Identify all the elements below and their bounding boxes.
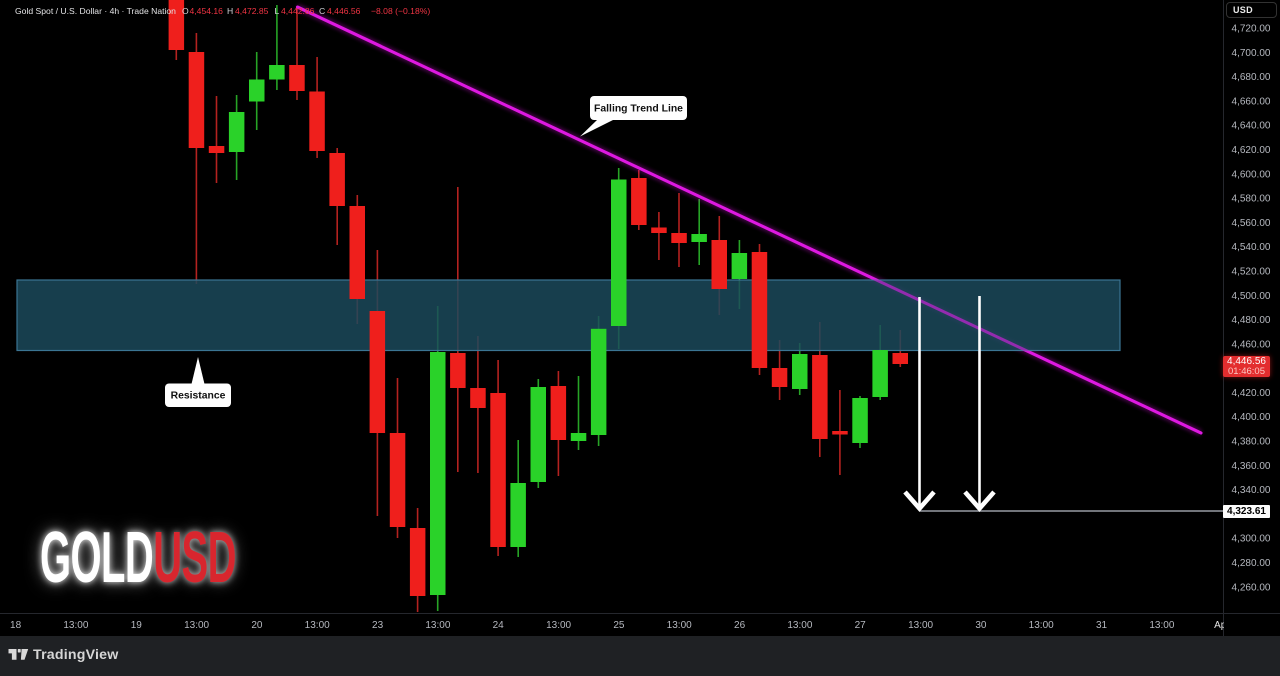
- svg-text:31: 31: [1096, 620, 1108, 631]
- svg-text:4,442.86: 4,442.86: [281, 6, 315, 16]
- svg-text:4,380.00: 4,380.00: [1232, 437, 1271, 448]
- svg-text:4,454.16: 4,454.16: [190, 6, 224, 16]
- svg-text:4,640.00: 4,640.00: [1232, 121, 1271, 132]
- svg-text:4,400.00: 4,400.00: [1232, 412, 1271, 423]
- svg-text:18: 18: [10, 620, 22, 631]
- svg-text:4,580.00: 4,580.00: [1232, 194, 1271, 205]
- svg-text:O: O: [182, 6, 189, 16]
- svg-text:4,620.00: 4,620.00: [1232, 145, 1271, 156]
- svg-text:4,446.56: 4,446.56: [327, 6, 361, 16]
- svg-text:L: L: [275, 6, 280, 16]
- svg-text:Gold Spot / U.S. Dollar · 4h ·: Gold Spot / U.S. Dollar · 4h · Trade Nat…: [15, 6, 176, 16]
- svg-text:23: 23: [372, 620, 384, 631]
- svg-text:13:00: 13:00: [425, 620, 450, 631]
- svg-text:4,660.00: 4,660.00: [1232, 96, 1271, 107]
- svg-text:4,700.00: 4,700.00: [1232, 48, 1271, 59]
- svg-text:Falling Trend Line: Falling Trend Line: [594, 104, 683, 115]
- svg-text:20: 20: [251, 620, 263, 631]
- svg-text:4,460.00: 4,460.00: [1232, 339, 1271, 350]
- svg-text:4,420.00: 4,420.00: [1232, 388, 1271, 399]
- svg-text:27: 27: [855, 620, 867, 631]
- svg-text:13:00: 13:00: [1029, 620, 1054, 631]
- svg-text:4,472.85: 4,472.85: [235, 6, 269, 16]
- svg-text:26: 26: [734, 620, 746, 631]
- svg-text:4,720.00: 4,720.00: [1232, 24, 1271, 35]
- svg-text:4,520.00: 4,520.00: [1232, 267, 1271, 278]
- svg-text:4,340.00: 4,340.00: [1232, 485, 1271, 496]
- svg-text:30: 30: [975, 620, 987, 631]
- svg-text:4,260.00: 4,260.00: [1232, 582, 1271, 593]
- svg-text:13:00: 13:00: [908, 620, 933, 631]
- svg-text:13:00: 13:00: [667, 620, 692, 631]
- svg-text:4,280.00: 4,280.00: [1232, 558, 1271, 569]
- svg-text:4,300.00: 4,300.00: [1232, 534, 1271, 545]
- svg-text:19: 19: [131, 620, 143, 631]
- svg-text:C: C: [319, 6, 325, 16]
- svg-text:13:00: 13:00: [546, 620, 571, 631]
- svg-text:13:00: 13:00: [305, 620, 330, 631]
- svg-text:13:00: 13:00: [184, 620, 209, 631]
- svg-text:13:00: 13:00: [63, 620, 88, 631]
- svg-text:25: 25: [613, 620, 625, 631]
- svg-text:−8.08 (−0.18%): −8.08 (−0.18%): [371, 6, 430, 16]
- svg-text:4,600.00: 4,600.00: [1232, 169, 1271, 180]
- svg-text:13:00: 13:00: [787, 620, 812, 631]
- svg-text:Resistance: Resistance: [171, 391, 226, 402]
- svg-text:4,480.00: 4,480.00: [1232, 315, 1271, 326]
- svg-text:4,560.00: 4,560.00: [1232, 218, 1271, 229]
- svg-text:4,680.00: 4,680.00: [1232, 72, 1271, 83]
- svg-text:Apr: Apr: [1214, 620, 1230, 631]
- svg-text:13:00: 13:00: [1149, 620, 1174, 631]
- svg-text:4,540.00: 4,540.00: [1232, 242, 1271, 253]
- svg-text:H: H: [227, 6, 233, 16]
- svg-text:24: 24: [493, 620, 505, 631]
- svg-text:4,360.00: 4,360.00: [1232, 461, 1271, 472]
- svg-text:4,500.00: 4,500.00: [1232, 291, 1271, 302]
